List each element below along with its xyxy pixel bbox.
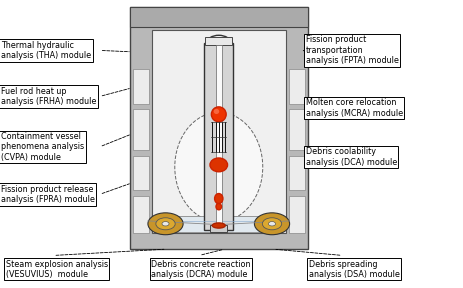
FancyBboxPatch shape (211, 225, 227, 232)
Circle shape (255, 213, 290, 235)
Text: Containment vessel
phenomena analysis
(CVPA) module: Containment vessel phenomena analysis (C… (1, 132, 84, 162)
FancyBboxPatch shape (289, 69, 305, 104)
Circle shape (156, 218, 175, 230)
FancyBboxPatch shape (156, 216, 281, 232)
FancyBboxPatch shape (133, 109, 149, 150)
Text: Debris concrete reaction
analysis (DCRA) module: Debris concrete reaction analysis (DCRA)… (151, 259, 251, 279)
Text: Fission product release
analysis (FPRA) module: Fission product release analysis (FPRA) … (1, 185, 95, 204)
Text: Molten core relocation
analysis (MCRA) module: Molten core relocation analysis (MCRA) m… (306, 98, 403, 118)
Circle shape (263, 218, 282, 230)
FancyBboxPatch shape (205, 43, 233, 230)
FancyBboxPatch shape (216, 45, 222, 228)
FancyBboxPatch shape (152, 30, 286, 233)
Text: Fission product
transportation
analysis (FPTA) module: Fission product transportation analysis … (306, 35, 399, 65)
Circle shape (148, 213, 183, 235)
FancyBboxPatch shape (289, 109, 305, 150)
FancyBboxPatch shape (133, 156, 149, 190)
FancyBboxPatch shape (130, 7, 308, 27)
FancyBboxPatch shape (133, 69, 149, 104)
Ellipse shape (210, 158, 228, 172)
Ellipse shape (215, 194, 223, 204)
FancyBboxPatch shape (130, 7, 308, 249)
Text: Steam explosion analysis
(VESUVIUS)  module: Steam explosion analysis (VESUVIUS) modu… (6, 259, 108, 279)
Circle shape (162, 221, 169, 226)
Text: Debris coolability
analysis (DCA) module: Debris coolability analysis (DCA) module (306, 147, 397, 167)
Ellipse shape (212, 107, 226, 122)
Text: Thermal hydraulic
analysis (THA) module: Thermal hydraulic analysis (THA) module (1, 41, 91, 60)
FancyBboxPatch shape (289, 156, 305, 190)
Circle shape (269, 221, 275, 226)
Ellipse shape (175, 112, 263, 222)
Ellipse shape (213, 223, 225, 228)
Text: Fuel rod heat up
analysis (FRHA) module: Fuel rod heat up analysis (FRHA) module (1, 87, 96, 106)
Ellipse shape (216, 204, 222, 210)
FancyBboxPatch shape (206, 37, 232, 45)
Ellipse shape (214, 109, 219, 114)
FancyBboxPatch shape (133, 196, 149, 233)
Text: Debris spreading
analysis (DSA) module: Debris spreading analysis (DSA) module (309, 259, 400, 279)
FancyBboxPatch shape (289, 196, 305, 233)
